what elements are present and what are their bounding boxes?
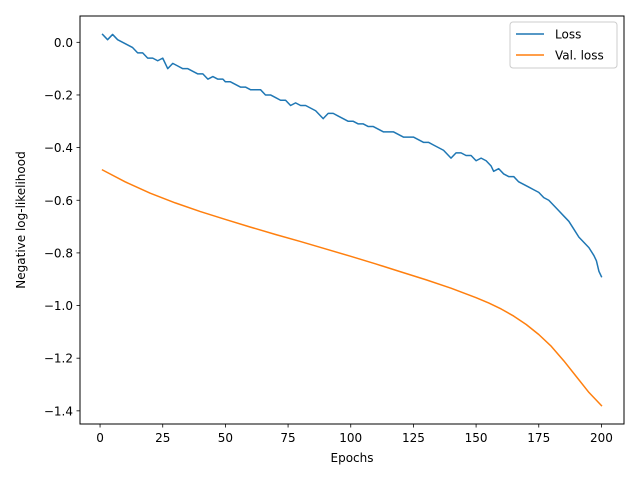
- y-tick-label: −0.8: [44, 246, 73, 260]
- x-tick-label: 150: [465, 431, 488, 445]
- plot-area: [80, 16, 624, 424]
- x-axis-ticks: 0 25 50 75 100 125 150 175 200: [96, 424, 613, 445]
- x-axis-label: Epochs: [331, 451, 374, 465]
- x-tick-label: 200: [590, 431, 613, 445]
- series-layer: [101, 33, 603, 407]
- legend-label-val-loss: Val. loss: [555, 49, 604, 63]
- y-tick-label: −1.4: [44, 404, 73, 418]
- x-tick-label: 0: [96, 431, 104, 445]
- axes-frame: [79, 15, 625, 425]
- y-tick-label: −1.2: [44, 352, 73, 366]
- y-tick-label: −0.4: [44, 141, 73, 155]
- legend: Loss Val. loss: [509, 21, 618, 69]
- x-tick-label: 175: [527, 431, 550, 445]
- y-axis-label: Negative log-likelihood: [14, 151, 28, 288]
- x-tick-label: 50: [218, 431, 233, 445]
- x-tick-label: 100: [339, 431, 362, 445]
- series-line-val-loss: [101, 168, 603, 407]
- y-tick-label: 0.0: [54, 36, 73, 50]
- y-tick-label: −0.6: [44, 194, 73, 208]
- series-line-loss: [101, 33, 603, 278]
- y-tick-label: −1.0: [44, 299, 73, 313]
- legend-label-loss: Loss: [555, 28, 581, 42]
- x-tick-label: 25: [155, 431, 170, 445]
- x-tick-label: 125: [402, 431, 425, 445]
- y-axis-ticks: 0.0 −0.2 −0.4 −0.6 −0.8 −1.0 −1.2 −1.4: [44, 36, 80, 418]
- x-tick-label: 75: [280, 431, 295, 445]
- y-tick-label: −0.2: [44, 88, 73, 102]
